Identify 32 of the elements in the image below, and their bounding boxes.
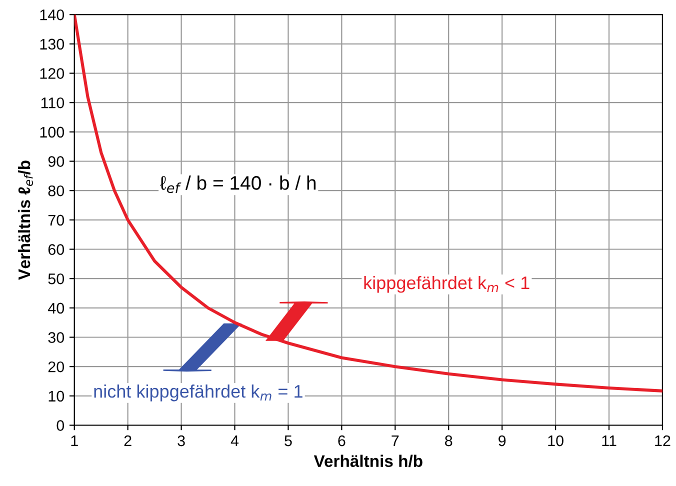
x-tick-label: 7: [392, 436, 399, 446]
y-tick-label: 120: [40, 68, 64, 79]
x-tick-label: 11: [602, 436, 616, 446]
annotation: kippgefährdet k$_{m}$ < 1: [364, 276, 530, 293]
y-tick-label: 140: [40, 9, 64, 20]
x-tick-label: 9: [498, 435, 506, 446]
x-tick-label: 3: [178, 435, 185, 446]
y-tick-label: 90: [48, 156, 64, 167]
x-tick-label: 4: [230, 436, 239, 446]
y-tick-label: 30: [48, 332, 64, 343]
y-tick-label: 100: [40, 126, 64, 138]
y-tick-label: 10: [48, 390, 64, 402]
y-tick-label: 130: [40, 38, 64, 50]
x-tick-label: 1: [71, 436, 78, 446]
x-tick-label: 10: [548, 435, 564, 446]
annotation: ℓ$_{ef}$ / b = 140 · b / h: [160, 176, 316, 194]
y-axis-title: Verhältnis ℓ$_{ef}$/b: [18, 160, 33, 280]
x-axis-title: Verhältnis h/b: [314, 454, 422, 468]
x-tick-label: 6: [338, 435, 346, 446]
y-tick-label: 110: [41, 97, 64, 108]
y-tick-label: 40: [48, 302, 64, 314]
annotation: nicht kippgefährdet k$_{m}$ = 1: [94, 384, 302, 402]
y-tick-label: 20: [48, 361, 64, 372]
y-tick-label: 70: [48, 214, 64, 226]
x-tick-label: 2: [124, 435, 132, 446]
y-tick-label: 0: [56, 420, 64, 431]
x-tick-label: 5: [284, 436, 292, 446]
x-tick-label: 12: [655, 435, 670, 446]
y-tick-label: 50: [48, 273, 64, 284]
x-tick-label: 8: [445, 435, 452, 446]
y-tick-label: 80: [48, 185, 64, 196]
y-tick-label: 60: [48, 244, 64, 255]
